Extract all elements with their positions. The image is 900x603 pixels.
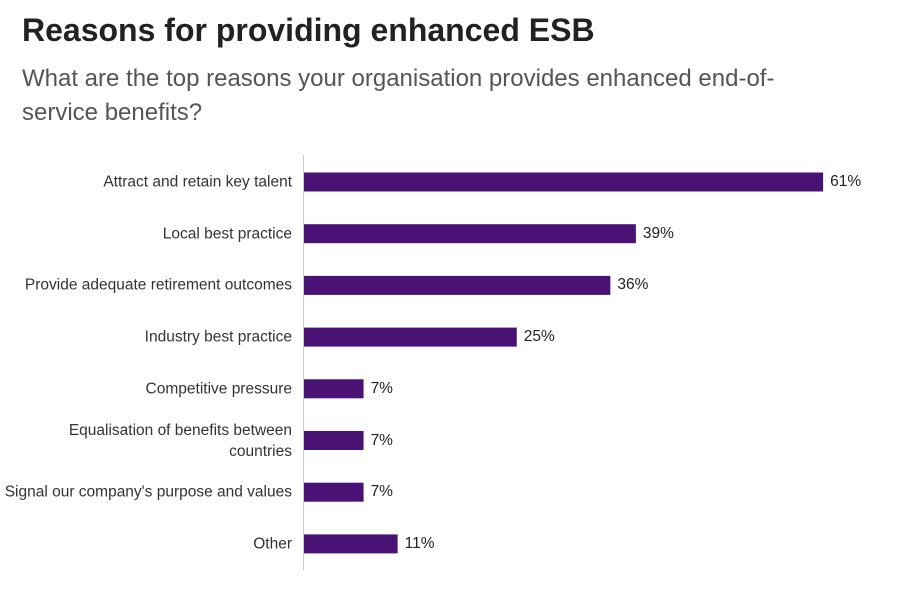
category-label: Provide adequate retirement outcomes — [24, 276, 292, 294]
value-label: 25% — [523, 328, 555, 346]
category-label: Other — [253, 535, 292, 553]
category-label: Industry best practice — [144, 328, 292, 346]
value-label: 7% — [370, 431, 393, 449]
value-label: 61% — [830, 173, 862, 190]
value-label: 11% — [404, 534, 435, 552]
chart-title: Reasons for providing enhanced ESB — [22, 12, 595, 48]
chart-subtitle: What are the top reasons your organisati… — [22, 65, 775, 126]
bar — [304, 482, 364, 502]
value-label: 36% — [617, 276, 649, 294]
bar — [304, 275, 611, 295]
category-label: Local best practice — [162, 225, 292, 243]
category-label: Attract and retain key talent — [103, 173, 292, 191]
value-label: 39% — [642, 224, 674, 242]
bar — [304, 172, 824, 192]
bar — [304, 224, 636, 244]
value-label: 7% — [370, 483, 393, 501]
category-label: Signal our company's purpose and values — [4, 483, 292, 501]
bar — [304, 327, 517, 347]
bar — [304, 431, 364, 450]
value-label: 7% — [370, 379, 393, 397]
bar — [304, 379, 364, 399]
bar — [304, 534, 398, 554]
category-label: Equalisation of benefits between countri… — [68, 421, 292, 460]
category-label: Competitive pressure — [145, 380, 292, 398]
